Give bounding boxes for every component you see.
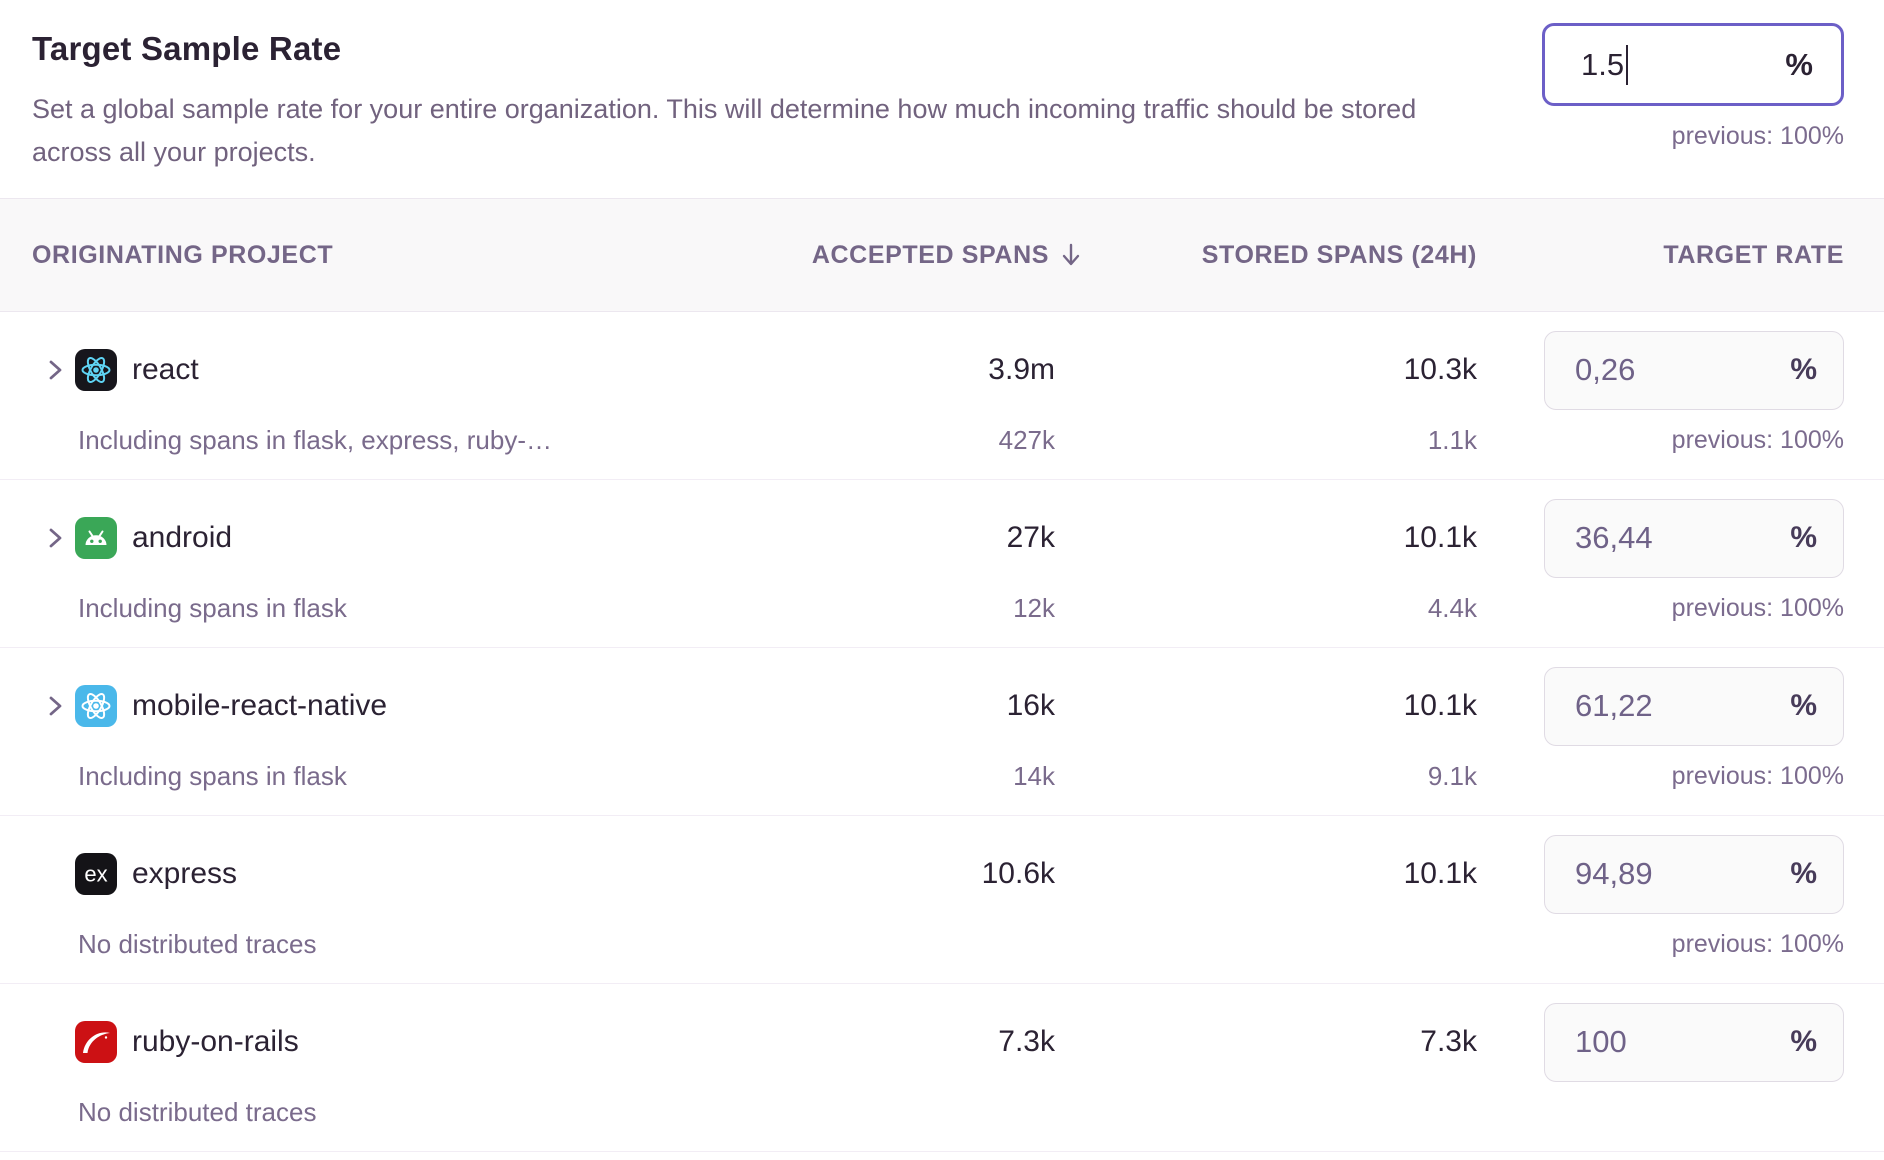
percent-suffix: %: [1790, 353, 1817, 386]
project-cell: mobile-react-native: [32, 685, 855, 727]
percent-suffix: %: [1790, 689, 1817, 722]
sub-stored-spans-value: 1.1k: [1427, 424, 1477, 455]
page-title: Target Sample Rate: [32, 30, 342, 67]
previous-rate-label: previous: 100%: [1671, 593, 1844, 622]
target-rate-input[interactable]: 61,22 %: [1544, 666, 1844, 746]
expand-row-button[interactable]: [32, 526, 75, 550]
previous-rate-label: previous: 100%: [1671, 761, 1844, 790]
percent-suffix: %: [1790, 857, 1817, 890]
stored-spans-value: 10.1k: [1403, 689, 1477, 722]
accepted-spans-value: 16k: [1006, 689, 1055, 722]
target-rate-value: 94,89: [1575, 856, 1653, 891]
column-header-target-rate: TARGET RATE: [1663, 240, 1844, 269]
arrow-down-icon: [1062, 243, 1080, 266]
page-header: Target Sample Rate Set a global sample r…: [0, 0, 1884, 198]
percent-suffix: %: [1785, 46, 1813, 82]
global-sample-rate-input[interactable]: 1.5 %: [1542, 23, 1844, 106]
accepted-spans-value: 27k: [1006, 521, 1055, 554]
express-icon: ex: [75, 853, 117, 895]
sub-accepted-spans-value: 12k: [1013, 592, 1055, 623]
target-rate-input[interactable]: 94,89 %: [1544, 834, 1844, 914]
chevron-right-icon: [49, 696, 62, 716]
sub-stored-spans-value: 9.1k: [1427, 760, 1477, 791]
accepted-spans-value: 10.6k: [981, 857, 1055, 890]
target-rate-value: 36,44: [1575, 520, 1653, 555]
percent-suffix: %: [1790, 521, 1817, 554]
table-row: react 3.9m 10.3k 0,26 % Including spans …: [0, 312, 1884, 480]
table-row: ruby-on-rails 7.3k 7.3k 100 % No distrib…: [0, 984, 1884, 1152]
target-rate-input[interactable]: 100 %: [1544, 1002, 1844, 1082]
accepted-spans-value: 3.9m: [988, 353, 1055, 386]
sub-row-label: Including spans in flask: [78, 592, 347, 623]
stored-spans-value: 10.1k: [1403, 521, 1477, 554]
target-rate-value: 0,26: [1575, 352, 1636, 387]
target-rate-input[interactable]: 36,44 %: [1544, 498, 1844, 578]
text-cursor: [1626, 44, 1629, 85]
sub-row-label: No distributed traces: [78, 1096, 317, 1127]
global-previous-rate-label: previous: 100%: [1671, 122, 1844, 150]
project-cell: react: [32, 349, 855, 391]
chevron-right-icon: [49, 528, 62, 548]
project-cell: ruby-on-rails: [32, 1021, 855, 1063]
page-description: Set a global sample rate for your entire…: [32, 94, 1417, 167]
global-rate-block: 1.5 % previous: 100%: [1542, 23, 1844, 198]
project-name: react: [132, 353, 199, 386]
expand-row-button[interactable]: [32, 694, 75, 718]
sub-stored-spans-value: 4.4k: [1427, 592, 1477, 623]
project-cell: ex express: [32, 853, 855, 895]
sub-row-label: No distributed traces: [78, 928, 317, 959]
previous-rate-label: previous: 100%: [1671, 425, 1844, 454]
table-row: mobile-react-native 16k 10.1k 61,22 % In…: [0, 648, 1884, 816]
target-rate-value: 61,22: [1575, 688, 1653, 723]
project-name: android: [132, 521, 233, 554]
sub-accepted-spans-value: 427k: [998, 424, 1055, 455]
android-icon: [75, 517, 117, 559]
sub-row-label: Including spans in flask, express, ruby-…: [78, 424, 552, 455]
project-name: mobile-react-native: [132, 689, 388, 722]
ruby-on-rails-icon: [75, 1021, 117, 1063]
previous-rate-label: previous: 100%: [1671, 929, 1844, 958]
project-name: express: [132, 857, 238, 890]
react-icon: [75, 349, 117, 391]
table-row: ex express 10.6k 10.1k 94,89 % No distri…: [0, 816, 1884, 984]
percent-suffix: %: [1790, 1025, 1817, 1058]
chevron-right-icon: [49, 360, 62, 380]
column-header-accepted-spans[interactable]: ACCEPTED SPANS: [812, 241, 1080, 270]
project-cell: android: [32, 517, 855, 559]
expand-row-button[interactable]: [32, 358, 75, 382]
accepted-spans-value: 7.3k: [998, 1025, 1055, 1058]
table-header-row: ORIGINATING PROJECT ACCEPTED SPANS STORE…: [0, 198, 1884, 312]
react-native-icon: [75, 685, 117, 727]
global-sample-rate-value: 1.5: [1581, 46, 1625, 82]
table-row: android 27k 10.1k 36,44 % Including span…: [0, 480, 1884, 648]
target-rate-value: 100: [1575, 1024, 1627, 1059]
stored-spans-value: 7.3k: [1420, 1025, 1477, 1058]
sub-row-label: Including spans in flask: [78, 760, 347, 791]
project-table-body: react 3.9m 10.3k 0,26 % Including spans …: [0, 312, 1884, 1152]
sub-accepted-spans-value: 14k: [1013, 760, 1055, 791]
column-header-stored-spans: STORED SPANS (24H): [1201, 240, 1477, 269]
project-name: ruby-on-rails: [132, 1025, 299, 1058]
target-rate-input[interactable]: 0,26 %: [1544, 330, 1844, 410]
stored-spans-value: 10.1k: [1403, 857, 1477, 890]
stored-spans-value: 10.3k: [1403, 353, 1477, 386]
header-text-block: Target Sample Rate Set a global sample r…: [32, 23, 1542, 198]
svg-text:ex: ex: [84, 862, 107, 887]
column-header-originating-project: ORIGINATING PROJECT: [32, 240, 334, 269]
